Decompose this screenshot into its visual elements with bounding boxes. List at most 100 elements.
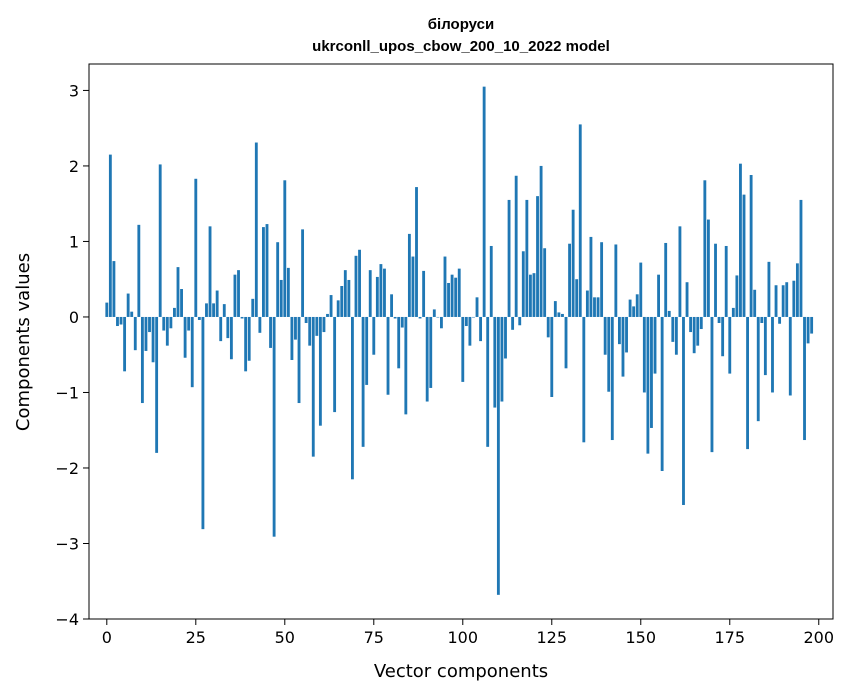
- bar-component-17: [165, 316, 169, 346]
- bar-component-19: [173, 307, 176, 317]
- chart-title: білоруси: [428, 16, 494, 33]
- bar-component-13: [151, 316, 155, 363]
- bar-component-1: [108, 154, 112, 317]
- bar-component-134: [582, 316, 586, 443]
- bar-component-113: [507, 199, 511, 317]
- bar-component-6: [126, 293, 130, 317]
- bar-component-184: [760, 316, 764, 323]
- bar-component-42: [254, 142, 258, 317]
- bar-component-149: [635, 294, 639, 317]
- y-axis-label: Components values: [13, 253, 34, 431]
- bar-component-168: [703, 180, 707, 317]
- bar-component-166: [696, 316, 700, 346]
- x-axis-ticks: 0 25 50 75 100 125 150 175 200: [102, 619, 834, 647]
- bar-component-2: [112, 261, 116, 317]
- bar-component-59: [315, 316, 319, 336]
- bar-component-167: [699, 316, 703, 330]
- bar-component-154: [653, 316, 657, 374]
- bar-component-89: [422, 270, 426, 317]
- x-tick-label: 75: [364, 628, 384, 647]
- bar-component-164: [689, 316, 693, 333]
- bar-component-141: [607, 316, 611, 392]
- bar-component-126: [553, 301, 557, 317]
- bar-component-187: [771, 316, 774, 393]
- bar-component-54: [297, 316, 301, 404]
- bar-component-61: [322, 316, 326, 333]
- bar-component-160: [674, 316, 678, 355]
- bar-component-65: [336, 300, 340, 317]
- bar-component-102: [468, 316, 472, 346]
- bar-component-98: [454, 277, 458, 317]
- bar-component-8: [133, 316, 137, 351]
- bar-component-44: [262, 227, 265, 317]
- bar-component-175: [728, 316, 732, 374]
- bar-component-115: [514, 175, 518, 317]
- y-tick-label: 1: [69, 232, 79, 251]
- chart-subtitle: ukrconll_upos_cbow_200_10_2022 model: [312, 38, 610, 55]
- bar-component-106: [482, 86, 486, 317]
- bar-component-133: [578, 124, 582, 317]
- x-tick-label: 175: [714, 628, 745, 647]
- bar-component-105: [479, 316, 483, 342]
- bar-component-104: [475, 297, 479, 317]
- y-tick-label: −2: [55, 459, 79, 478]
- bar-component-171: [714, 243, 717, 317]
- bar-component-148: [632, 306, 636, 317]
- y-tick-label: 3: [69, 81, 79, 100]
- bar-component-195: [799, 199, 803, 317]
- bar-component-11: [144, 316, 148, 351]
- bar-component-30: [212, 303, 216, 317]
- bar-component-173: [721, 316, 725, 357]
- bar-component-150: [639, 262, 643, 317]
- y-axis-ticks: −4 −3 −2 −1 0 1 2 3: [55, 81, 89, 629]
- x-tick-label: 0: [102, 628, 112, 647]
- bar-component-110: [496, 316, 500, 595]
- bar-component-36: [233, 274, 237, 317]
- bar-component-161: [678, 226, 682, 317]
- y-tick-label: −4: [55, 610, 79, 629]
- bar-component-118: [525, 199, 529, 317]
- bar-component-21: [180, 289, 183, 317]
- bar-component-158: [667, 310, 671, 317]
- bar-component-94: [440, 316, 443, 329]
- x-tick-label: 200: [803, 628, 834, 647]
- bar-component-93: [436, 316, 440, 318]
- bar-component-125: [550, 316, 554, 397]
- bar-component-155: [657, 274, 660, 317]
- bar-component-74: [368, 270, 372, 317]
- bar-component-177: [735, 275, 739, 317]
- bar-component-136: [589, 236, 593, 317]
- y-tick-label: −1: [55, 383, 79, 402]
- bar-component-182: [753, 289, 757, 317]
- bar-component-180: [746, 316, 749, 450]
- bar-component-169: [706, 219, 710, 317]
- bar-component-26: [197, 316, 201, 320]
- bar-component-60: [318, 316, 322, 426]
- bar-component-34: [226, 316, 230, 339]
- bar-component-121: [536, 196, 539, 317]
- bar-component-76: [375, 276, 379, 317]
- bar-component-92: [432, 309, 436, 317]
- bar-component-170: [710, 316, 714, 453]
- x-tick-label: 50: [275, 628, 295, 647]
- bar-component-49: [279, 279, 283, 317]
- bar-component-174: [724, 245, 728, 317]
- bar-component-62: [326, 313, 329, 317]
- bar-component-108: [489, 245, 493, 317]
- bar-component-172: [717, 316, 721, 323]
- bar-component-47: [272, 316, 276, 537]
- bar-component-51: [286, 267, 290, 317]
- bar-component-147: [628, 299, 632, 317]
- bar-component-84: [404, 316, 408, 415]
- bar-component-146: [625, 316, 628, 353]
- bar-component-53: [294, 316, 297, 340]
- bar-component-55: [301, 229, 305, 317]
- bar-component-43: [258, 316, 262, 333]
- bar-component-68: [347, 279, 351, 317]
- bar-component-100: [461, 316, 465, 382]
- bar-component-111: [500, 316, 504, 402]
- bar-component-46: [269, 316, 272, 348]
- bar-component-97: [450, 274, 454, 317]
- y-tick-label: 2: [69, 157, 79, 176]
